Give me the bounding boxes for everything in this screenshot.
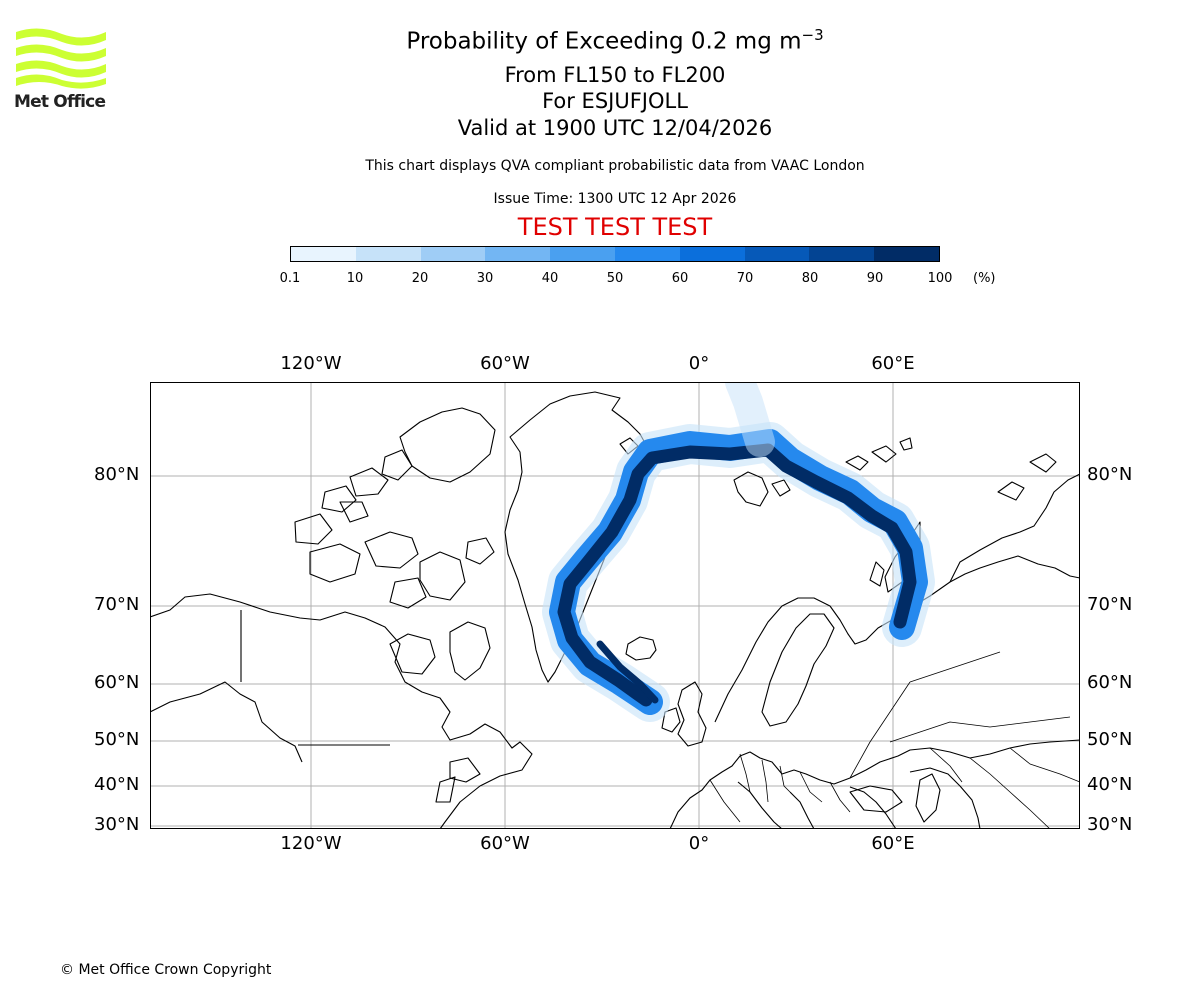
europe-coast (669, 739, 1080, 829)
latitude-label-right: 60°N (1087, 672, 1133, 693)
latitude-label-left: 80°N (94, 464, 140, 485)
colorbar-tick-label: 0.1 (279, 271, 301, 286)
chart-title: Probability of Exceeding 0.2 mg m−3 (406, 26, 824, 55)
colorbar-tick-label: 40 (541, 271, 559, 286)
colorbar-tick-label: 80 (801, 271, 819, 286)
latitude-label-left: 50°N (94, 729, 140, 750)
longitude-label-bottom: 0° (688, 833, 710, 854)
test-banner: TEST TEST TEST (517, 213, 713, 241)
colorbar-tick-label: 50 (606, 271, 624, 286)
black-sea-coast (849, 785, 903, 813)
met-office-logo-text: Met Office (14, 92, 106, 112)
latitude-label-left: 60°N (94, 672, 140, 693)
colorbar-segment (614, 247, 680, 261)
latitude-label-right: 40°N (1087, 774, 1133, 795)
siberia-coast (949, 473, 1080, 583)
labrador-coast (449, 621, 491, 681)
north-america-coast (150, 593, 533, 829)
colorbar-tick-label: 90 (866, 271, 884, 286)
latitude-label-left: 30°N (94, 814, 140, 835)
ash-plume (542, 382, 935, 722)
longitude-label-top: 0° (688, 353, 710, 374)
copyright-notice: © Met Office Crown Copyright (60, 962, 272, 978)
flight-level-range: From FL150 to FL200 (504, 63, 726, 87)
colorbar-segment (874, 247, 939, 261)
latitude-label-left: 70°N (94, 594, 140, 615)
plume-branch (596, 640, 659, 704)
svalbard-coast (733, 471, 769, 507)
colorbar-segment (550, 247, 615, 261)
colorbar-segment (744, 247, 810, 261)
britain-coast (677, 681, 707, 747)
colorbar-segment (809, 247, 875, 261)
colorbar-tick-label: 30 (476, 271, 494, 286)
longitude-label-bottom: 60°W (480, 833, 530, 854)
longitude-label-top: 60°W (480, 353, 530, 374)
probability-colorbar (290, 246, 940, 262)
colorbar-unit: (%) (973, 271, 996, 286)
latitude-label-left: 40°N (94, 774, 140, 795)
chart-description: This chart displays QVA compliant probab… (365, 158, 865, 174)
colorbar-tick-label: 100 (927, 271, 953, 286)
latitude-label-right: 50°N (1087, 729, 1133, 750)
colorbar-segment (355, 247, 421, 261)
longitude-label-bottom: 120°W (280, 833, 342, 854)
met-office-logo-waves (16, 28, 106, 89)
colorbar-segment (291, 247, 356, 261)
colorbar-tick-label: 60 (671, 271, 689, 286)
plume-core-band (557, 443, 917, 707)
colorbar-segment (420, 247, 486, 261)
plume-northern-wisp (725, 382, 775, 457)
volcano-name: For ESJUFJOLL (542, 89, 688, 113)
longitude-label-bottom: 60°E (871, 833, 915, 854)
colorbar-tick-label: 10 (346, 271, 364, 286)
iceland-coast (625, 636, 657, 661)
longitude-label-top: 120°W (280, 353, 342, 374)
coastlines (150, 391, 1080, 829)
colorbar-tick-label: 70 (736, 271, 754, 286)
latitude-label-right: 30°N (1087, 814, 1133, 835)
issue-time: Issue Time: 1300 UTC 12 Apr 2026 (493, 191, 737, 207)
latitude-label-right: 70°N (1087, 594, 1133, 615)
longitude-label-top: 60°E (871, 353, 915, 374)
caspian-coast (915, 773, 941, 823)
colorbar-segment (485, 247, 551, 261)
colorbar-segment (679, 247, 745, 261)
colorbar-tick-label: 20 (411, 271, 429, 286)
valid-time: Valid at 1900 UTC 12/04/2026 (457, 116, 773, 140)
scandinavia-coast (714, 555, 1080, 723)
map-panel (150, 382, 1080, 829)
ireland-coast (661, 707, 681, 733)
latitude-label-right: 80°N (1087, 464, 1133, 485)
